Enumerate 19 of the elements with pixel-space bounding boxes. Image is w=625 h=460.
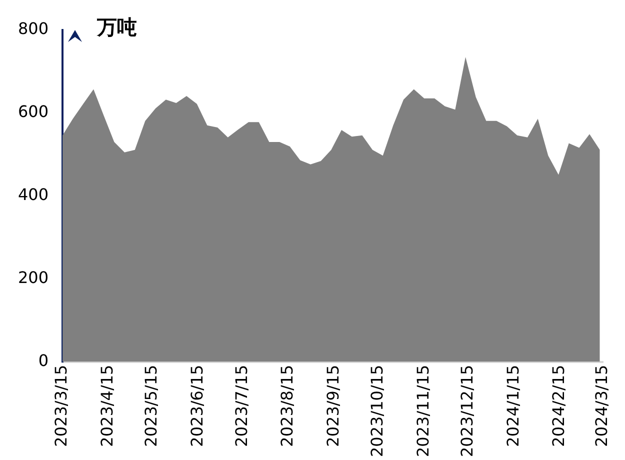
x-tick-label: 2024/3/15 xyxy=(592,364,611,447)
y-tick-label: 800 xyxy=(18,19,49,38)
x-tick-label: 2023/11/15 xyxy=(413,364,432,457)
x-tick-label: 2024/2/15 xyxy=(549,364,568,447)
x-tick-label: 2023/4/15 xyxy=(97,364,116,447)
y-tick-label: 600 xyxy=(18,102,49,122)
x-tick-label: 2023/10/15 xyxy=(368,364,387,457)
y-tick-label: 400 xyxy=(18,185,49,204)
y-axis-title: 万吨 xyxy=(97,14,137,41)
x-tick-label: 2023/3/15 xyxy=(52,364,71,447)
x-tick-label: 2023/8/15 xyxy=(278,364,297,447)
y-tick-label: 0 xyxy=(38,350,49,370)
x-tick-label: 2023/9/15 xyxy=(323,364,342,447)
x-tick-label: 2023/7/15 xyxy=(232,364,251,447)
x-tick-label: 2023/5/15 xyxy=(142,364,161,447)
y-tick-label: 200 xyxy=(18,268,49,287)
x-tick-label: 2024/1/15 xyxy=(503,364,522,447)
x-tick-label: 2023/12/15 xyxy=(458,364,477,457)
x-tick-label: 2023/6/15 xyxy=(188,364,206,447)
